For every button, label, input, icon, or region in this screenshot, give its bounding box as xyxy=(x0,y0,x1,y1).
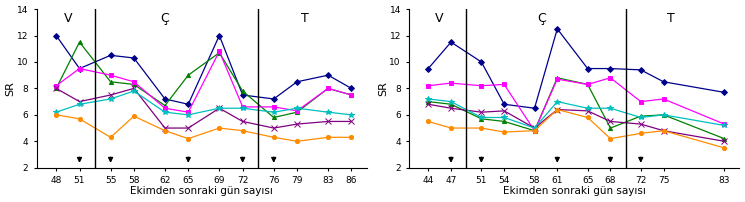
Text: V: V xyxy=(63,12,72,25)
Text: T: T xyxy=(668,12,675,25)
X-axis label: Ekimden sonraki gün sayısı: Ekimden sonraki gün sayısı xyxy=(130,186,273,196)
Text: Ç: Ç xyxy=(538,12,547,25)
X-axis label: Ekimden sonraki gün sayısı: Ekimden sonraki gün sayısı xyxy=(503,186,646,196)
Text: Ç: Ç xyxy=(161,12,169,25)
Text: T: T xyxy=(301,12,308,25)
Text: V: V xyxy=(435,12,444,25)
Y-axis label: SR: SR xyxy=(5,81,16,96)
Y-axis label: SR: SR xyxy=(378,81,388,96)
